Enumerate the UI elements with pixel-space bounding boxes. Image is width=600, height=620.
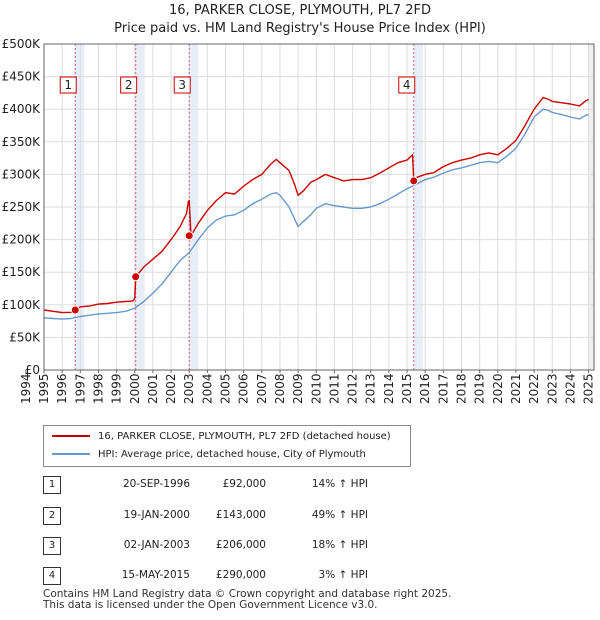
x-tick-label: 2021 — [509, 373, 523, 404]
x-tick-label: 2008 — [273, 373, 287, 404]
sale-point — [184, 231, 194, 241]
x-tick-label: 2019 — [473, 373, 487, 404]
y-tick-label: £250K — [2, 200, 42, 214]
x-tick-label: 2000 — [128, 373, 142, 404]
chart-subtitle: Price paid vs. HM Land Registry's House … — [114, 21, 486, 36]
sale-price: £290,000 — [215, 569, 266, 581]
sale-price: £92,000 — [222, 478, 266, 490]
sale-point — [70, 305, 80, 315]
x-tick-label: 2017 — [436, 373, 450, 404]
x-tick-label: 2023 — [545, 373, 559, 404]
sale-hpi-change: 18% ↑ HPI — [311, 539, 368, 551]
x-tick-label: 1994 — [19, 373, 33, 404]
chart-title: 16, PARKER CLOSE, PLYMOUTH, PL7 2FD — [169, 3, 431, 18]
legend-label-property: 16, PARKER CLOSE, PLYMOUTH, PL7 2FD (det… — [98, 431, 391, 442]
sale-price: £143,000 — [215, 509, 266, 521]
x-tick-label: 2010 — [309, 373, 323, 404]
sale-label-number: 4 — [403, 78, 411, 92]
sale-number: 1 — [43, 476, 61, 494]
sale-hpi-change: 49% ↑ HPI — [311, 509, 368, 521]
x-tick-label: 2020 — [491, 373, 505, 404]
sale-row: 2 19-JAN-2000 £143,000 49% ↑ HPI — [0, 507, 600, 529]
sale-price: £206,000 — [215, 539, 266, 551]
property-series-line — [43, 96, 589, 314]
x-tick-label: 1999 — [110, 373, 124, 404]
x-tick-label: 2007 — [255, 373, 269, 404]
y-tick-label: £0 — [25, 363, 40, 377]
x-tick-label: 2001 — [146, 373, 160, 404]
y-tick-label: £200K — [2, 233, 42, 247]
sale-hpi-change: 14% ↑ HPI — [311, 478, 368, 490]
sale-points — [70, 176, 419, 315]
y-tick-label: £450K — [2, 70, 42, 84]
y-axis-ticks: £0 £50K £100K £150K £200K £250K £300K £350K £400… — [2, 37, 42, 377]
footer: Contains HM Land Registry data © Crown c… — [43, 589, 451, 611]
sale-point — [131, 272, 141, 282]
x-tick-label: 2012 — [346, 373, 360, 404]
y-tick-label: £300K — [2, 167, 42, 181]
hpi-series-line — [43, 108, 589, 320]
x-tick-label: 2004 — [200, 373, 214, 404]
sale-label-box — [59, 76, 77, 94]
sale-label-number: 1 — [64, 78, 72, 92]
x-tick-label: 2018 — [454, 373, 468, 404]
legend-item-hpi: HPI: Average price, detached house, City… — [52, 447, 366, 463]
x-tick-label: 2016 — [418, 373, 432, 404]
x-tick-label: 1996 — [55, 373, 69, 404]
x-tick-label: 2025 — [582, 373, 596, 404]
x-tick-label: 2006 — [237, 373, 251, 404]
sale-row: 4 15-MAY-2015 £290,000 3% ↑ HPI — [0, 567, 600, 589]
y-tick-label: £50K — [9, 330, 41, 344]
y-tick-label: £350K — [2, 135, 42, 149]
legend: 16, PARKER CLOSE, PLYMOUTH, PL7 2FD (det… — [43, 425, 411, 467]
x-tick-label: 2009 — [291, 373, 305, 404]
sale-label-number: 2 — [125, 78, 133, 92]
sale-date: 15-MAY-2015 — [121, 569, 190, 581]
sale-row: 1 20-SEP-1996 £92,000 14% ↑ HPI — [0, 476, 600, 498]
sale-row: 3 02-JAN-2003 £206,000 18% ↑ HPI — [0, 537, 600, 559]
sale-labels: 1 2 3 4 — [59, 76, 416, 94]
price-chart: 1 2 3 4 £0 £50K £100K £150K £200K £250K £300K £350… — [2, 37, 596, 404]
footer-licence: This data is licensed under the Open Gov… — [43, 599, 378, 611]
x-tick-label: 1998 — [91, 373, 105, 404]
legend-label-hpi: HPI: Average price, detached house, City… — [98, 449, 366, 460]
x-tick-label: 1995 — [37, 373, 51, 404]
x-tick-label: 2011 — [327, 373, 341, 404]
sale-label-box — [173, 76, 191, 94]
sale-number: 3 — [43, 537, 61, 555]
footer-copyright: Contains HM Land Registry data © Crown c… — [43, 588, 452, 600]
sale-hpi-change: 3% ↑ HPI — [318, 569, 368, 581]
x-tick-label: 2024 — [563, 373, 577, 404]
y-tick-label: £400K — [2, 102, 42, 116]
sale-label-box — [120, 76, 138, 94]
legend-swatch-red — [52, 435, 90, 437]
sale-date: 02-JAN-2003 — [123, 539, 190, 551]
sale-point — [409, 176, 419, 186]
series-lines — [43, 96, 589, 320]
y-tick-label: £100K — [2, 298, 42, 312]
sale-date: 20-SEP-1996 — [122, 478, 190, 490]
sale-number: 4 — [43, 567, 61, 585]
x-axis-ticks: 1994 1995 1996 1997 1998 1999 2000 2001 2002 2003… — [19, 370, 596, 404]
legend-swatch-blue — [52, 453, 90, 455]
x-tick-label: 2005 — [219, 373, 233, 404]
x-tick-label: 2015 — [400, 373, 414, 404]
sale-label-box — [398, 76, 416, 94]
x-tick-label: 1997 — [73, 373, 87, 404]
sale-date: 19-JAN-2000 — [123, 509, 190, 521]
legend-item-property: 16, PARKER CLOSE, PLYMOUTH, PL7 2FD (det… — [52, 429, 391, 445]
sale-label-number: 3 — [178, 78, 186, 92]
x-tick-label: 2002 — [164, 373, 178, 404]
y-tick-label: £500K — [2, 37, 42, 51]
plot-frame — [43, 43, 595, 371]
sale-number: 2 — [43, 507, 61, 525]
x-tick-label: 2014 — [382, 373, 396, 404]
chart-title-block: 16, PARKER CLOSE, PLYMOUTH, PL7 2FD Pric… — [0, 2, 600, 38]
x-tick-label: 2003 — [182, 373, 196, 404]
x-tick-label: 2022 — [527, 373, 541, 404]
y-tick-label: £150K — [2, 265, 42, 279]
x-tick-label: 2013 — [364, 373, 378, 404]
